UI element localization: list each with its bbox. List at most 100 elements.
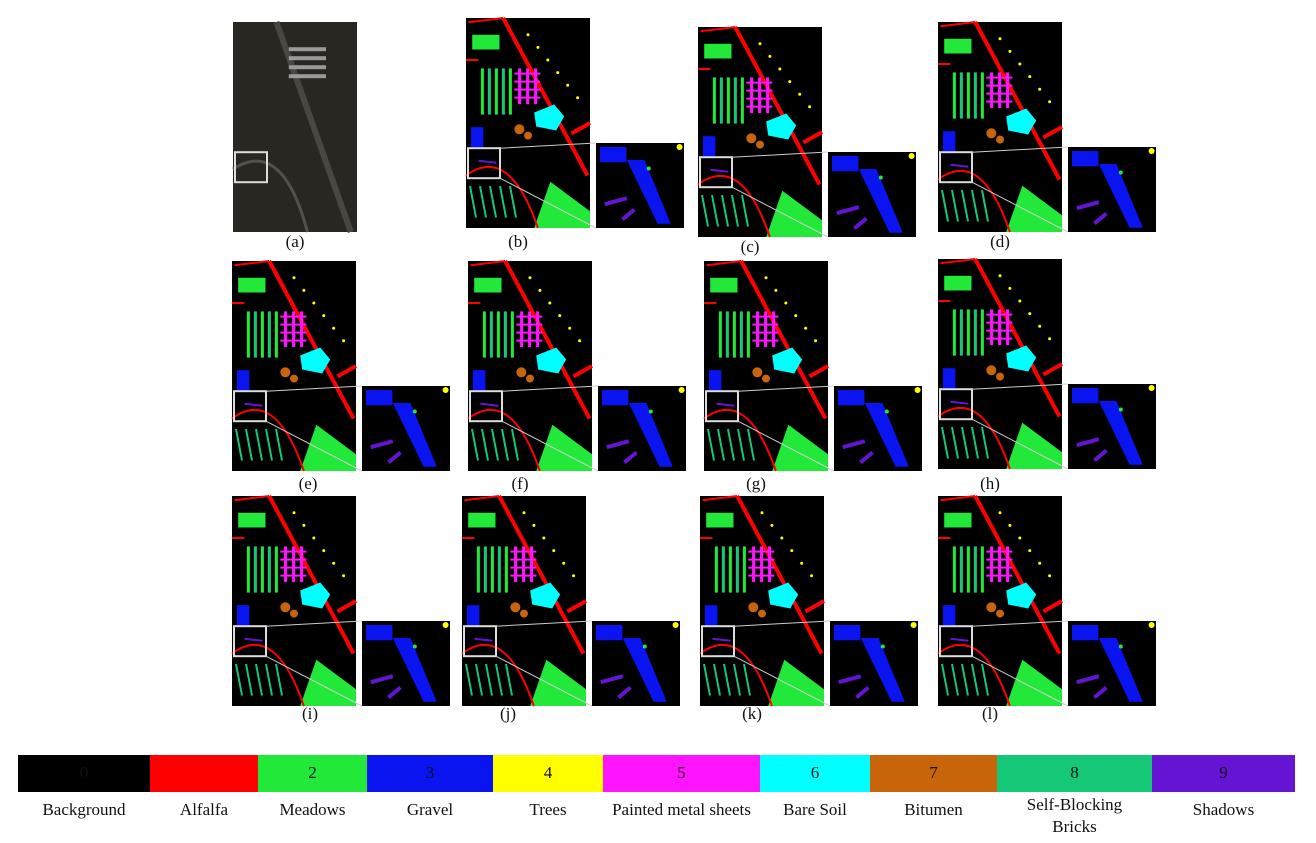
zoom-line: [733, 620, 831, 707]
zoom-inset: [834, 386, 922, 471]
strip: [510, 311, 514, 358]
road: [267, 260, 357, 420]
metal-bar: [280, 331, 307, 334]
metal: [526, 68, 530, 105]
gravel: [1072, 388, 1099, 404]
legend-swatch: [997, 755, 1152, 792]
legend-code: 5: [677, 763, 686, 782]
zoom-inset: [592, 621, 680, 706]
strip: [952, 309, 956, 356]
map: [467, 260, 593, 472]
track: [703, 408, 777, 472]
meadow-big: [1006, 422, 1062, 469]
metal: [998, 546, 1002, 583]
legend-swatch: [760, 755, 870, 792]
meadow: [238, 512, 266, 528]
strip: [721, 546, 725, 593]
metal: [1006, 546, 1010, 583]
tree: [798, 92, 802, 96]
tree: [764, 276, 768, 280]
tree: [780, 536, 784, 540]
strip: [732, 311, 736, 358]
strip: [267, 311, 271, 358]
tree: [808, 105, 812, 109]
zoom-box: [939, 151, 973, 184]
bricks: [941, 189, 949, 222]
metal-bar: [510, 566, 537, 569]
road: [973, 21, 1063, 181]
gravel: [702, 136, 716, 158]
metal-bar: [510, 574, 537, 577]
metal-bar: [986, 574, 1013, 577]
bitumen: [746, 133, 757, 144]
strip: [476, 546, 480, 593]
gravel: [1072, 151, 1099, 167]
zoom-line: [731, 151, 829, 238]
track: [461, 643, 535, 707]
shadow: [712, 637, 731, 642]
tree: [678, 387, 685, 393]
strip: [496, 311, 500, 358]
strip: [746, 311, 750, 358]
strip: [973, 72, 977, 119]
zoom-box: [469, 390, 503, 423]
soil: [300, 582, 331, 609]
bitumen: [986, 128, 997, 139]
bricks: [255, 428, 263, 461]
gravel-strip: [392, 638, 437, 702]
tree: [302, 523, 306, 527]
tree: [1048, 337, 1052, 341]
gravel: [470, 127, 484, 149]
legend-code: 7: [929, 763, 938, 782]
tree: [538, 288, 542, 292]
meadow-big: [300, 659, 356, 706]
tree: [758, 42, 762, 46]
meadow: [238, 277, 266, 293]
bricks: [737, 428, 745, 461]
bricks: [951, 189, 959, 222]
metal: [300, 311, 304, 348]
meadow-big: [772, 424, 828, 471]
track: [937, 406, 1011, 470]
gravel-strip: [392, 403, 437, 467]
meadow: [878, 175, 883, 180]
bricks: [491, 428, 499, 461]
tree: [770, 523, 774, 527]
meadow-big: [530, 659, 586, 706]
tree: [562, 561, 566, 565]
gravel: [366, 390, 393, 406]
road: [733, 26, 823, 186]
strip: [980, 309, 984, 356]
tree: [788, 80, 792, 84]
tree: [1038, 561, 1042, 565]
shadow: [244, 637, 263, 642]
metal-bar: [752, 315, 779, 318]
metal-bar: [986, 337, 1013, 340]
strip: [483, 546, 487, 593]
road: [267, 495, 357, 655]
metal-bar: [986, 100, 1013, 103]
tree: [794, 314, 798, 318]
meadow: [412, 644, 417, 649]
map: [697, 26, 823, 238]
metal: [760, 546, 764, 583]
shadow: [950, 637, 969, 642]
metal: [1006, 72, 1010, 109]
metal: [534, 68, 538, 105]
tree: [292, 276, 296, 280]
bricks: [717, 428, 725, 461]
metal-bar: [514, 88, 541, 91]
metal-bar: [280, 323, 307, 326]
metal: [766, 77, 770, 114]
metal-bar: [986, 76, 1013, 79]
tree: [442, 387, 449, 393]
tree: [576, 96, 580, 100]
metal-bar: [514, 80, 541, 83]
metal: [750, 77, 754, 114]
panel-label: (k): [742, 704, 762, 723]
metal-bar: [280, 315, 307, 318]
gravel-strip: [622, 638, 667, 702]
meadow: [1118, 407, 1123, 412]
metal-bar: [514, 96, 541, 99]
